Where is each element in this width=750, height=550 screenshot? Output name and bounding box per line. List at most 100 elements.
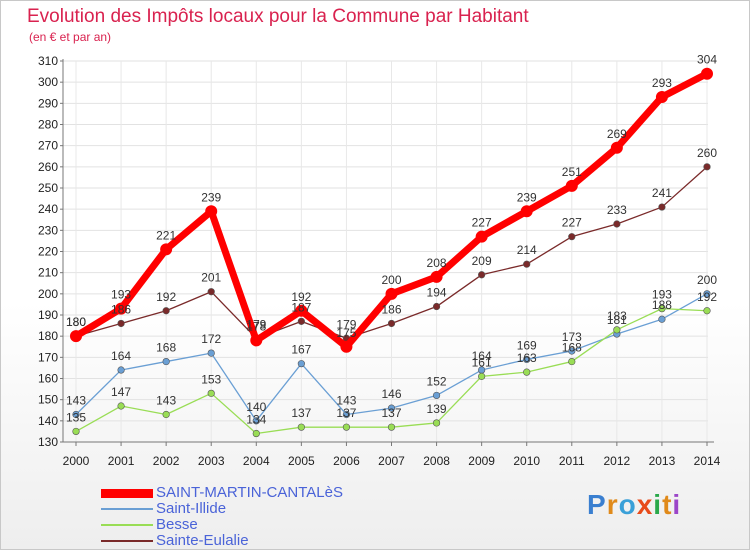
x-tick-label: 2010 xyxy=(513,454,540,468)
legend-label: Saint-Illide xyxy=(156,500,227,517)
data-label: 293 xyxy=(652,76,672,90)
data-point xyxy=(252,417,260,425)
data-label: 169 xyxy=(517,338,537,352)
data-point xyxy=(658,203,666,211)
x-tick-label: 2006 xyxy=(333,454,360,468)
data-point xyxy=(613,326,621,334)
data-label: 239 xyxy=(201,190,221,204)
y-tick-label: 140 xyxy=(38,414,58,428)
data-point xyxy=(523,368,531,376)
data-point xyxy=(432,391,441,400)
x-tick-label: 2003 xyxy=(198,454,225,468)
data-label: 143 xyxy=(156,393,176,407)
y-tick-label: 290 xyxy=(38,96,58,110)
data-point xyxy=(297,317,305,325)
x-tick-label: 2005 xyxy=(288,454,315,468)
data-label: 192 xyxy=(291,290,311,304)
data-label: 241 xyxy=(652,186,672,200)
data-label: 135 xyxy=(66,410,86,424)
y-tick-label: 160 xyxy=(38,372,58,386)
y-tick-label: 210 xyxy=(38,266,58,280)
y-tick-label: 200 xyxy=(38,287,58,301)
data-label: 180 xyxy=(66,315,86,329)
data-label: 214 xyxy=(517,243,537,257)
data-point xyxy=(162,307,170,315)
data-point xyxy=(568,347,576,355)
x-tick-label: 2013 xyxy=(649,454,676,468)
data-label: 137 xyxy=(381,406,401,420)
chart-subtitle: (en € et par an) xyxy=(29,30,112,44)
y-tick-label: 240 xyxy=(38,202,58,216)
data-point xyxy=(250,334,263,347)
y-tick-label: 190 xyxy=(38,308,58,322)
data-point xyxy=(385,287,398,300)
data-point xyxy=(478,372,486,380)
y-tick-label: 220 xyxy=(38,245,58,259)
data-label: 201 xyxy=(201,271,221,285)
data-point xyxy=(207,389,215,397)
x-tick-label: 2002 xyxy=(153,454,180,468)
legend-swatch xyxy=(101,540,153,542)
x-tick-label: 2008 xyxy=(423,454,450,468)
data-label: 164 xyxy=(111,349,131,363)
x-tick-label: 2000 xyxy=(63,454,90,468)
x-tick-label: 2012 xyxy=(604,454,631,468)
data-point xyxy=(117,366,125,374)
data-point xyxy=(70,330,82,343)
data-label: 192 xyxy=(697,290,717,304)
data-label: 227 xyxy=(562,216,582,230)
data-label: 208 xyxy=(427,256,447,270)
data-point xyxy=(568,233,576,241)
data-label: 134 xyxy=(246,413,266,427)
data-label: 137 xyxy=(336,406,356,420)
data-point xyxy=(297,360,305,368)
data-point xyxy=(432,302,441,311)
data-point xyxy=(117,319,125,328)
data-label: 143 xyxy=(336,393,356,407)
data-label: 188 xyxy=(652,298,672,312)
x-tick-label: 2004 xyxy=(243,454,270,468)
x-tick-label: 2009 xyxy=(468,454,495,468)
x-tick-label: 2014 xyxy=(694,454,721,468)
legend-swatch xyxy=(101,524,153,526)
data-label: 187 xyxy=(291,300,311,314)
legend-label: Sainte-Eulalie xyxy=(156,532,249,549)
data-point xyxy=(703,290,711,298)
data-label: 179 xyxy=(336,317,356,331)
data-label: 239 xyxy=(517,190,537,204)
data-label: 193 xyxy=(652,288,672,302)
data-label: 260 xyxy=(697,146,717,160)
chart-title: Evolution des Impôts locaux pour la Comm… xyxy=(27,6,529,27)
data-label: 153 xyxy=(201,372,221,386)
data-point xyxy=(655,90,668,103)
legend-label: SAINT-MARTIN-CANTALèS xyxy=(156,484,343,501)
data-point xyxy=(658,305,666,313)
data-label: 200 xyxy=(697,273,717,287)
data-point xyxy=(162,410,170,419)
data-label: 140 xyxy=(246,400,266,414)
data-point xyxy=(117,402,125,410)
data-point xyxy=(703,307,711,315)
data-point xyxy=(252,429,260,438)
y-tick-label: 180 xyxy=(38,329,58,343)
data-point xyxy=(342,410,351,419)
data-point xyxy=(342,423,351,431)
data-point xyxy=(703,163,711,171)
y-tick-label: 170 xyxy=(38,350,58,364)
data-label: 146 xyxy=(381,387,401,401)
y-tick-label: 280 xyxy=(38,118,58,132)
data-label: 209 xyxy=(472,254,492,268)
data-label: 161 xyxy=(472,355,492,369)
data-label: 221 xyxy=(156,228,176,242)
data-point xyxy=(162,357,170,366)
data-point xyxy=(387,404,396,412)
data-point xyxy=(568,357,576,366)
data-point xyxy=(72,427,80,436)
x-tick-label: 2001 xyxy=(108,454,135,468)
data-label: 200 xyxy=(381,273,401,287)
data-point xyxy=(520,205,533,218)
data-label: 173 xyxy=(562,330,582,344)
proxiti-logo: Proxiti xyxy=(587,489,682,520)
data-label: 139 xyxy=(427,402,447,416)
